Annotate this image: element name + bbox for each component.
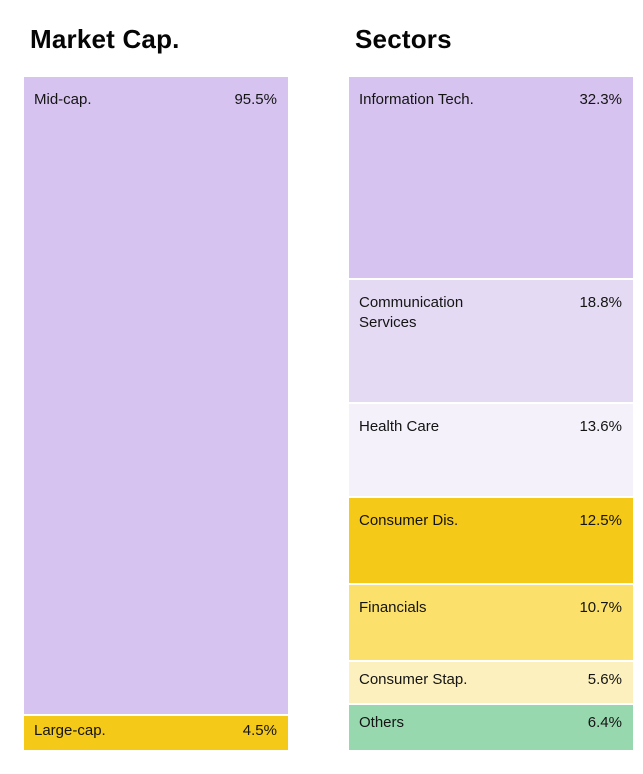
segment-health-care: Health Care 13.6% <box>349 403 633 496</box>
segment-mid-cap: Mid-cap. 95.5% <box>24 77 288 714</box>
segment-value: 32.3% <box>579 91 622 108</box>
segment-value: 4.5% <box>242 721 277 739</box>
sectors-title: Sectors <box>355 24 452 54</box>
segment-label: Consumer Dis. <box>359 511 459 529</box>
segment-consumer-dis: Consumer Dis. 12.5% <box>349 497 633 584</box>
segment-value: 13.6% <box>579 417 622 435</box>
segment-value: 12.5% <box>579 511 622 529</box>
segment-value: 95.5% <box>234 91 277 108</box>
segment-others: Others 6.4% <box>349 704 633 751</box>
segment-information-tech: Information Tech. 32.3% <box>349 77 633 278</box>
segment-value: 10.7% <box>579 599 622 617</box>
segment-value: 6.4% <box>587 713 622 731</box>
segment-large-cap: Large-cap. 4.5% <box>24 715 288 750</box>
segment-label: Consumer Stap. <box>359 671 468 689</box>
sectors-bar: Information Tech. 32.3% Communication Serv… <box>349 77 633 751</box>
segment-value: 18.8% <box>579 293 622 311</box>
segment-financials: Financials 10.7% <box>349 585 633 661</box>
segment-label: Information Tech. <box>359 91 474 108</box>
market-cap-title: Market Cap. <box>30 24 180 54</box>
segment-label: Communication Services <box>359 293 464 331</box>
segment-value: 5.6% <box>587 671 622 689</box>
segment-label: Financials <box>359 599 427 617</box>
market-cap-bar: Mid-cap. 95.5% Large-cap. 4.5% <box>24 77 288 750</box>
segment-label: Health Care <box>359 417 440 435</box>
segment-communication-services: Communication Services 18.8% <box>349 279 633 402</box>
segment-label: Others <box>359 713 405 731</box>
segment-label: Large-cap. <box>34 721 106 739</box>
segment-label: Mid-cap. <box>34 91 92 108</box>
segment-consumer-stap: Consumer Stap. 5.6% <box>349 662 633 703</box>
